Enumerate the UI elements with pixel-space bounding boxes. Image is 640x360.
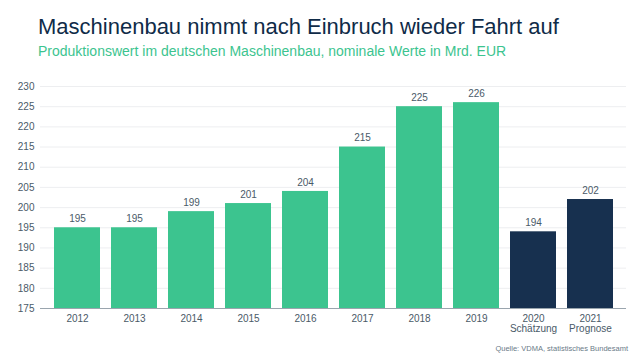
svg-text:210: 210 — [18, 161, 35, 172]
svg-text:175: 175 — [18, 303, 35, 314]
svg-text:2019: 2019 — [465, 313, 488, 324]
svg-text:200: 200 — [18, 202, 35, 213]
svg-text:194: 194 — [525, 217, 542, 228]
html-text:Maschinenbau nimmt nach Einbru: Maschinenbau nimmt nach Einbruch wieder … — [38, 14, 559, 39]
svg-text:201: 201 — [240, 189, 257, 200]
svg-text:2013: 2013 — [123, 313, 146, 324]
svg-text:215: 215 — [354, 132, 371, 143]
svg-text:2021Prognose: 2021Prognose — [569, 313, 612, 334]
svg-text:195: 195 — [18, 222, 35, 233]
svg-text:202: 202 — [582, 185, 599, 196]
svg-text:185: 185 — [18, 262, 35, 273]
svg-text:225: 225 — [18, 101, 35, 112]
svg-text:199: 199 — [183, 197, 200, 208]
svg-text:220: 220 — [18, 121, 35, 132]
svg-text:226: 226 — [468, 88, 485, 99]
svg-text:225: 225 — [411, 92, 428, 103]
svg-text:2016: 2016 — [294, 313, 317, 324]
svg-text:2015: 2015 — [237, 313, 260, 324]
svg-text:230: 230 — [18, 81, 35, 92]
html-text:Produktionswert im deutschen M: Produktionswert im deutschen Maschinenba… — [38, 43, 507, 59]
svg-text:2020Schätzung: 2020Schätzung — [510, 313, 557, 334]
svg-text:190: 190 — [18, 242, 35, 253]
svg-text:2017: 2017 — [351, 313, 374, 324]
svg-text:215: 215 — [18, 141, 35, 152]
svg-text:204: 204 — [297, 177, 314, 188]
svg-text:205: 205 — [18, 182, 35, 193]
svg-text:180: 180 — [18, 283, 35, 294]
svg-text:195: 195 — [69, 213, 86, 224]
svg-text:2014: 2014 — [180, 313, 203, 324]
svg-text:2018: 2018 — [408, 313, 431, 324]
svg-text:2012: 2012 — [66, 313, 89, 324]
svg-text:195: 195 — [126, 213, 143, 224]
html-text:Quelle: VDMA, statistisches Bu: Quelle: VDMA, statistisches Bundesamt — [495, 344, 628, 353]
